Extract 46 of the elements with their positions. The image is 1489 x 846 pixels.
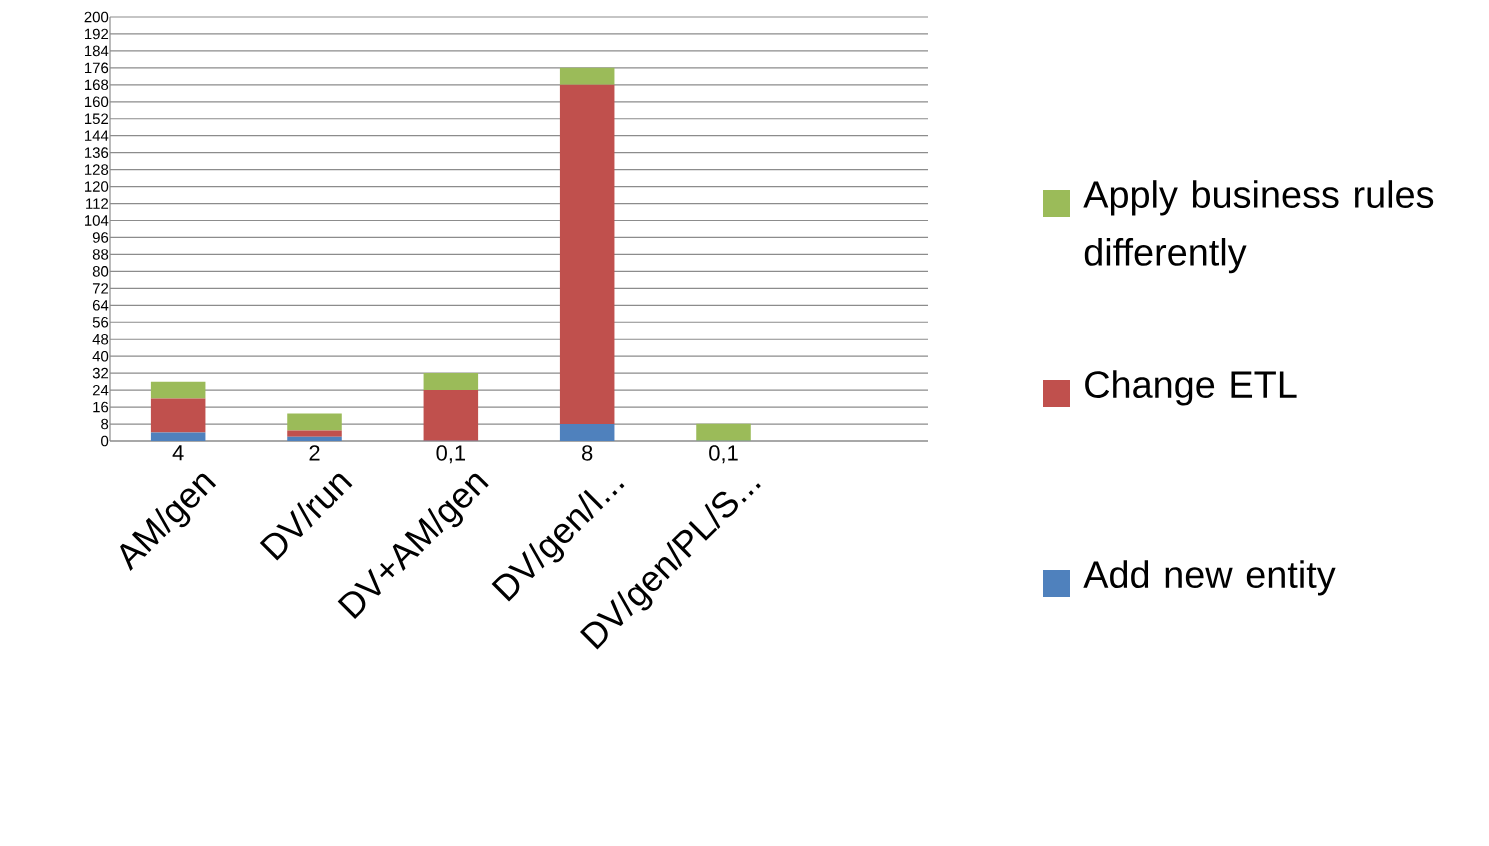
y-tick-label: 128 <box>85 164 109 175</box>
y-tick-label: 176 <box>85 62 109 74</box>
y-tick-label: 8 <box>101 418 109 430</box>
y-tick-label: 184 <box>85 45 109 57</box>
data-label: 0,1 <box>709 445 738 464</box>
y-tick-label: 80 <box>92 266 109 277</box>
bar <box>696 423 751 441</box>
y-tick-label: 160 <box>85 96 109 108</box>
y-tick-label: 0 <box>101 435 109 447</box>
y-tick-label: 168 <box>85 79 109 91</box>
y-tick-label: 32 <box>92 367 109 379</box>
y-tick-label: 56 <box>92 316 109 328</box>
y-tick-label: 88 <box>92 249 109 260</box>
y-tick-label: 40 <box>92 350 109 362</box>
y-tick-label: 24 <box>92 384 109 396</box>
data-label: 4 <box>172 445 184 461</box>
y-tick-label: 200 <box>84 11 109 23</box>
y-tick-label: 16 <box>93 401 109 413</box>
bar <box>423 372 479 390</box>
bar <box>150 381 206 399</box>
y-tick-label: 72 <box>92 283 109 294</box>
y-tick-label: 112 <box>86 198 109 209</box>
y-tick-label: 136 <box>85 147 109 158</box>
y-tick-label: 96 <box>92 232 109 243</box>
data-label: 0,1 <box>436 445 466 464</box>
bar <box>150 432 206 441</box>
bar <box>287 430 342 437</box>
y-tick-label: 64 <box>92 300 109 311</box>
bar <box>150 398 206 433</box>
legend-label: Apply business rules differently <box>1083 180 1434 274</box>
y-tick-label: 104 <box>85 215 109 226</box>
bar <box>423 389 479 441</box>
legend-label: Add new entity <box>1083 560 1336 596</box>
bar <box>287 436 342 441</box>
bar <box>559 67 615 85</box>
data-label: 8 <box>582 445 593 461</box>
data-label: 2 <box>309 445 320 461</box>
y-tick-label: 48 <box>92 333 109 345</box>
y-tick-label: 192 <box>85 28 109 40</box>
bar <box>559 84 615 425</box>
y-tick-label: 152 <box>85 113 109 125</box>
bar <box>559 424 615 441</box>
bar <box>287 413 342 431</box>
legend-label: Change ETL <box>1085 370 1297 406</box>
y-tick-label: 144 <box>85 130 109 141</box>
y-tick-label: 120 <box>85 181 109 192</box>
